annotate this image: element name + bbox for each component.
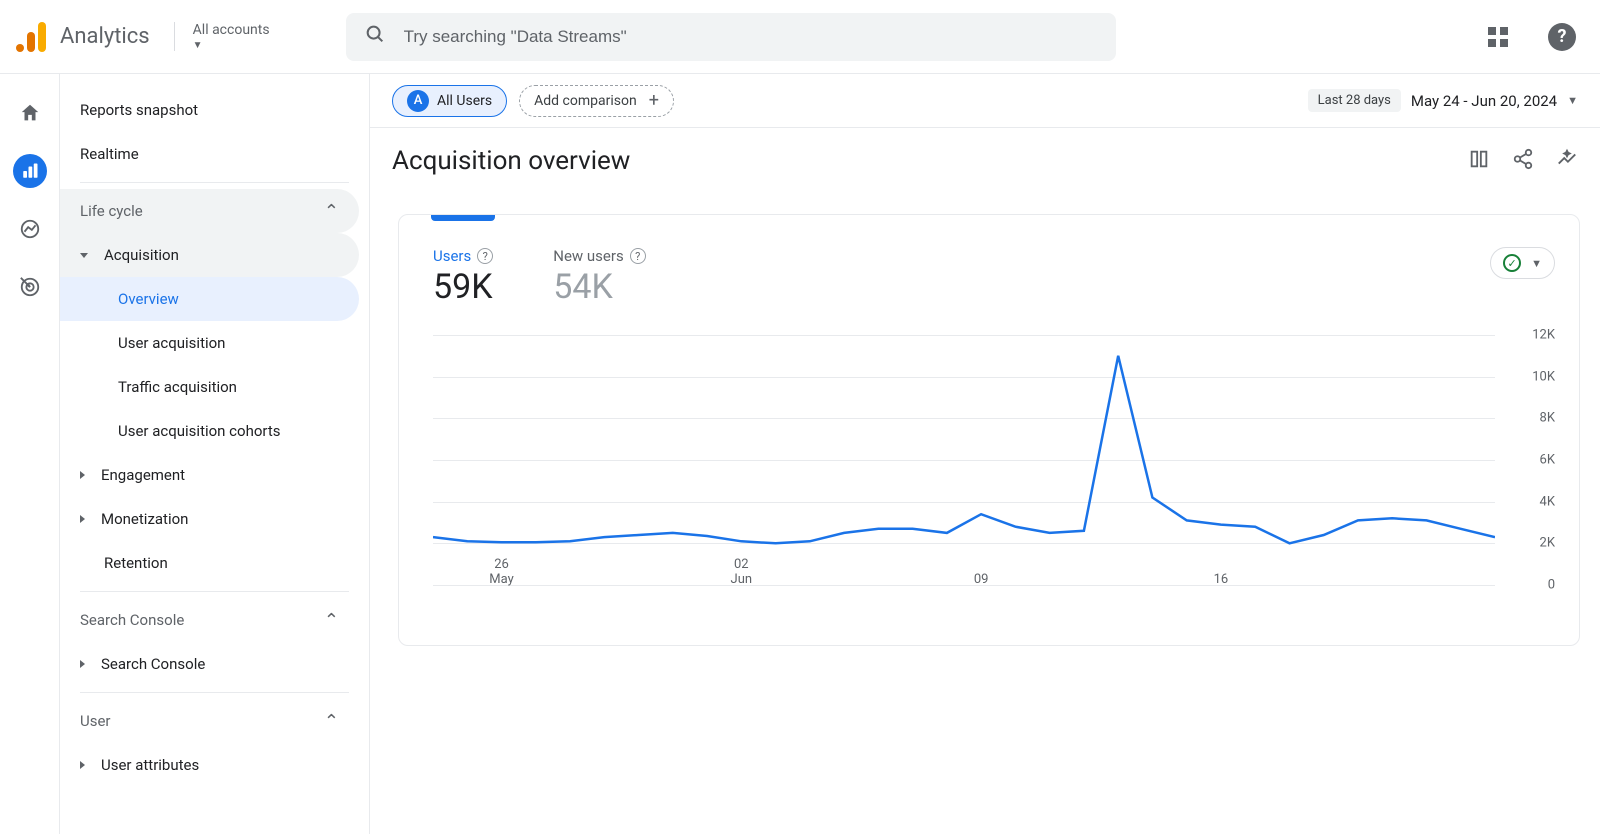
overview-card: Users?59KNew users?54K ✓ ▼ 26May02Jun091… — [398, 214, 1580, 646]
y-axis-tick: 10K — [1505, 369, 1555, 384]
card-status-dropdown[interactable]: ✓ ▼ — [1490, 247, 1555, 279]
chip-all-users[interactable]: A All Users — [392, 85, 507, 117]
share-icon[interactable] — [1512, 148, 1534, 174]
sidenav-item[interactable]: Reports snapshot — [60, 88, 369, 132]
date-range-picker[interactable]: Last 28 days May 24 - Jun 20, 2024 ▼ — [1308, 89, 1578, 112]
chevron-down-icon: ▼ — [1567, 94, 1578, 107]
caret-right-icon — [80, 515, 85, 523]
period-label: Last 28 days — [1308, 89, 1401, 112]
comparison-bar: A All Users Add comparison + Last 28 day… — [370, 74, 1600, 128]
chevron-up-icon: ⌃ — [324, 610, 339, 631]
sidenav-section-header[interactable]: Search Console⌃ — [60, 598, 359, 642]
metric-tab[interactable]: New users?54K — [553, 247, 645, 307]
chevron-up-icon: ⌃ — [324, 201, 339, 222]
sidenav-subitem[interactable]: User acquisition — [60, 321, 359, 365]
sidenav-section-header[interactable]: Life cycle⌃ — [60, 189, 359, 233]
search-input[interactable] — [404, 27, 1098, 47]
metric-tab[interactable]: Users?59K — [433, 247, 493, 307]
y-axis-tick: 2K — [1505, 536, 1555, 551]
y-axis-tick: 6K — [1505, 453, 1555, 468]
account-picker[interactable]: All accounts ▼ — [174, 22, 270, 51]
insights-icon[interactable] — [1556, 148, 1578, 174]
check-circle-icon: ✓ — [1503, 254, 1521, 272]
apps-icon[interactable] — [1488, 27, 1508, 47]
account-label: All accounts — [193, 22, 270, 38]
y-axis-tick: 12K — [1505, 328, 1555, 343]
sidenav-item[interactable]: Search Console — [60, 642, 359, 686]
y-axis-tick: 8K — [1505, 411, 1555, 426]
caret-right-icon — [80, 761, 85, 769]
date-range-text: May 24 - Jun 20, 2024 — [1411, 92, 1557, 110]
rail-home-icon[interactable] — [13, 96, 47, 130]
search-bar[interactable] — [346, 13, 1116, 61]
product-name: Analytics — [60, 24, 150, 49]
chevron-down-icon: ▼ — [1531, 257, 1542, 270]
add-comparison-button[interactable]: Add comparison + — [519, 85, 674, 117]
sidenav-subitem[interactable]: Overview — [60, 277, 359, 321]
chip-badge: A — [407, 90, 429, 112]
sidenav: Reports snapshotRealtime Life cycle⌃Acqui… — [60, 74, 370, 834]
add-comparison-label: Add comparison — [534, 93, 637, 109]
info-icon[interactable]: ? — [630, 248, 646, 264]
caret-right-icon — [80, 660, 85, 668]
chevron-up-icon: ⌃ — [324, 711, 339, 732]
help-icon[interactable]: ? — [1548, 23, 1576, 51]
topbar: Analytics All accounts ▼ ? — [0, 0, 1600, 74]
main-content: A All Users Add comparison + Last 28 day… — [370, 74, 1600, 834]
sidenav-subitem[interactable]: User acquisition cohorts — [60, 409, 359, 453]
page-title: Acquisition overview — [392, 146, 630, 176]
search-icon — [364, 23, 386, 50]
left-rail — [0, 74, 60, 834]
rail-explore-icon[interactable] — [13, 212, 47, 246]
caret-right-icon — [80, 471, 85, 479]
sidenav-item[interactable]: User attributes — [60, 743, 359, 787]
sidenav-section-header[interactable]: User⌃ — [60, 699, 359, 743]
y-axis-tick: 4K — [1505, 494, 1555, 509]
page-header: Acquisition overview — [370, 128, 1600, 184]
sidenav-item[interactable]: Monetization — [60, 497, 359, 541]
plus-icon: + — [649, 92, 659, 110]
sidenav-subitem[interactable]: Traffic acquisition — [60, 365, 359, 409]
info-icon[interactable]: ? — [477, 248, 493, 264]
sidenav-item[interactable]: Acquisition — [60, 233, 359, 277]
users-line-chart: 26May02Jun0916 02K4K6K8K10K12K — [423, 335, 1555, 615]
active-tab-indicator — [431, 215, 495, 221]
sidenav-item[interactable]: Realtime — [60, 132, 369, 176]
chevron-down-icon: ▼ — [193, 40, 203, 51]
y-axis-tick: 0 — [1505, 578, 1555, 593]
caret-down-icon — [80, 253, 88, 258]
customize-icon[interactable] — [1468, 148, 1490, 174]
logo-block[interactable]: Analytics — [16, 22, 150, 52]
rail-advertising-icon[interactable] — [13, 270, 47, 304]
sidenav-item[interactable]: Retention — [60, 541, 359, 585]
chip-label: All Users — [437, 93, 492, 109]
sidenav-item[interactable]: Engagement — [60, 453, 359, 497]
analytics-logo-icon — [16, 22, 46, 52]
rail-reports-icon[interactable] — [13, 154, 47, 188]
